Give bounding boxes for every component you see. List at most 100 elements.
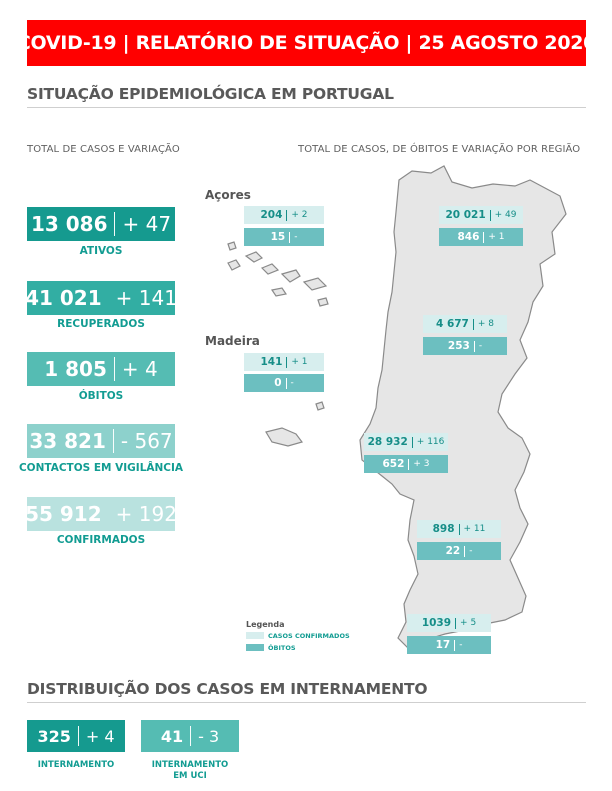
madeira-island-shape xyxy=(265,427,304,447)
kpi-separator xyxy=(190,726,192,746)
algarve-deaths-box: 17- xyxy=(407,636,491,654)
norte-deaths-box: 846 + 1 xyxy=(439,228,523,246)
lvt-deaths-box: 652 + 3 xyxy=(364,455,448,473)
region-deaths-delta: + 1 xyxy=(488,232,505,242)
legend-label-deaths: ÓBITOS xyxy=(268,644,296,652)
lvt-cases-box: 28 932 + 116 xyxy=(364,433,448,451)
kpi-separator xyxy=(112,429,114,453)
acores-deaths-box: 15- xyxy=(244,228,324,246)
kpi-contactos: 33 821 - 567 xyxy=(27,424,175,458)
madeira-deaths-box: 0- xyxy=(244,374,324,392)
region-separator xyxy=(289,231,291,243)
region-cases-delta: + 116 xyxy=(416,437,445,447)
madeira-island-shape xyxy=(315,401,325,411)
kpi-delta: + 4 xyxy=(121,357,158,381)
region-cases-value: 28 932 xyxy=(367,436,408,448)
kpi-obitos: 1 805 + 4 xyxy=(27,352,175,386)
kpi-value: 1 805 xyxy=(44,357,107,381)
region-deaths-delta: + 3 xyxy=(413,459,430,469)
kpi-label-recuperados: RECUPERADOS xyxy=(57,318,145,330)
region-deaths-value: 22 xyxy=(445,545,461,557)
legend-swatch-deaths xyxy=(246,644,264,651)
region-deaths-delta: - xyxy=(478,341,483,351)
kpi-label-obitos: ÓBITOS xyxy=(78,390,124,402)
kpi-delta: - 3 xyxy=(198,726,220,746)
alentejo-cases-box: 898 + 11 xyxy=(417,520,501,538)
region-deaths-delta: - xyxy=(294,232,298,242)
kpi-delta: - 567 xyxy=(120,429,173,453)
region-separator xyxy=(411,436,413,448)
kpi-label-internamento: INTERNAMENTO xyxy=(37,760,115,770)
acores-cases-box: 204 + 2 xyxy=(244,206,324,224)
region-separator xyxy=(489,209,491,221)
kpi-separator xyxy=(113,357,115,381)
kpi-label-confirmados: CONFIRMADOS xyxy=(56,534,146,546)
azores-island-shape xyxy=(280,269,301,283)
azores-island-shape xyxy=(260,263,280,275)
region-separator xyxy=(455,617,457,629)
region-deaths-delta: - xyxy=(459,640,463,650)
kpi-confirmados: 55 912 + 192 xyxy=(25,497,177,531)
region-cases-delta: + 2 xyxy=(291,210,308,220)
right-subtitle: TOTAL DE CASOS, DE ÓBITOS E VARIAÇÃO POR… xyxy=(298,144,581,155)
kpi-delta: + 4 xyxy=(85,726,115,746)
alentejo-deaths-box: 22- xyxy=(417,542,501,560)
azores-island-shape xyxy=(302,277,328,291)
section-divider xyxy=(27,107,586,108)
kpi-separator xyxy=(77,726,79,746)
kpi-label-ativos: ATIVOS xyxy=(79,245,123,257)
region-deaths-value: 846 xyxy=(457,231,480,243)
kpi-value: 33 821 xyxy=(29,429,106,453)
region-deaths-delta: - xyxy=(469,546,473,556)
azores-island-shape xyxy=(227,259,241,271)
azores-island-shape xyxy=(244,251,264,263)
section-title-hospitalization: DISTRIBUIÇÃO DOS CASOS EM INTERNAMENTO xyxy=(27,680,428,698)
region-deaths-value: 652 xyxy=(382,458,405,470)
region-deaths-value: 17 xyxy=(435,639,451,651)
kpi-delta: + 47 xyxy=(122,212,172,236)
region-deaths-value: 253 xyxy=(447,340,470,352)
legend-swatch-confirmed xyxy=(246,632,264,639)
kpi-label-contactos: CONTACTOS EM VIGILÂNCIA xyxy=(18,462,184,474)
banner-title: COVID-19 | RELATÓRIO DE SITUAÇÃO | 25 AG… xyxy=(16,32,597,54)
legend-label-confirmed: CASOS CONFIRMADOS xyxy=(268,632,350,640)
kpi-delta: + 192 xyxy=(115,502,177,526)
kpi-value: 55 912 xyxy=(25,502,102,526)
region-separator xyxy=(472,318,474,330)
kpi-value: 41 021 xyxy=(25,286,102,310)
region-separator xyxy=(454,639,456,651)
region-separator xyxy=(464,545,466,557)
region-cases-delta: + 5 xyxy=(460,618,477,628)
norte-cases-box: 20 021 + 49 xyxy=(439,206,523,224)
region-cases-value: 898 xyxy=(432,523,455,535)
azores-island-shape xyxy=(271,287,287,297)
kpi-label-uci-line1: INTERNAMENTO xyxy=(151,760,229,770)
kpi-internamento: 325 + 4 xyxy=(27,720,125,752)
region-deaths-delta: - xyxy=(290,378,294,388)
region-cases-delta: + 8 xyxy=(477,319,495,329)
region-cases-value: 4 677 xyxy=(435,318,469,330)
region-separator xyxy=(483,231,485,243)
region-cases-value: 204 xyxy=(260,209,283,221)
region-deaths-value: 15 xyxy=(270,231,286,243)
kpi-label-uci: INTERNAMENTO EM UCI xyxy=(141,760,239,782)
region-cases-delta: + 49 xyxy=(494,210,517,220)
kpi-value: 13 086 xyxy=(30,212,108,236)
region-cases-delta: + 11 xyxy=(463,524,486,534)
kpi-delta: + 141 xyxy=(115,286,177,310)
region-deaths-value: 0 xyxy=(274,377,282,389)
madeira-cases-box: 141 + 1 xyxy=(244,353,324,371)
kpi-value: 325 xyxy=(37,726,71,746)
section-title-epidemiological: SITUAÇÃO EPIDEMIOLÓGICA EM PORTUGAL xyxy=(27,85,394,103)
region-name-acores: Açores xyxy=(205,188,251,202)
kpi-separator xyxy=(114,212,116,236)
region-cases-value: 20 021 xyxy=(445,209,486,221)
azores-island-shape xyxy=(227,241,237,251)
kpi-recuperados: 41 021 + 141 xyxy=(25,281,177,315)
mainland-map-shape xyxy=(359,165,567,649)
kpi-uci: 41 - 3 xyxy=(141,720,239,752)
left-subtitle: TOTAL DE CASOS E VARIAÇÃO xyxy=(27,144,180,155)
centro-deaths-box: 253- xyxy=(423,337,507,355)
algarve-cases-box: 1039 + 5 xyxy=(407,614,491,632)
